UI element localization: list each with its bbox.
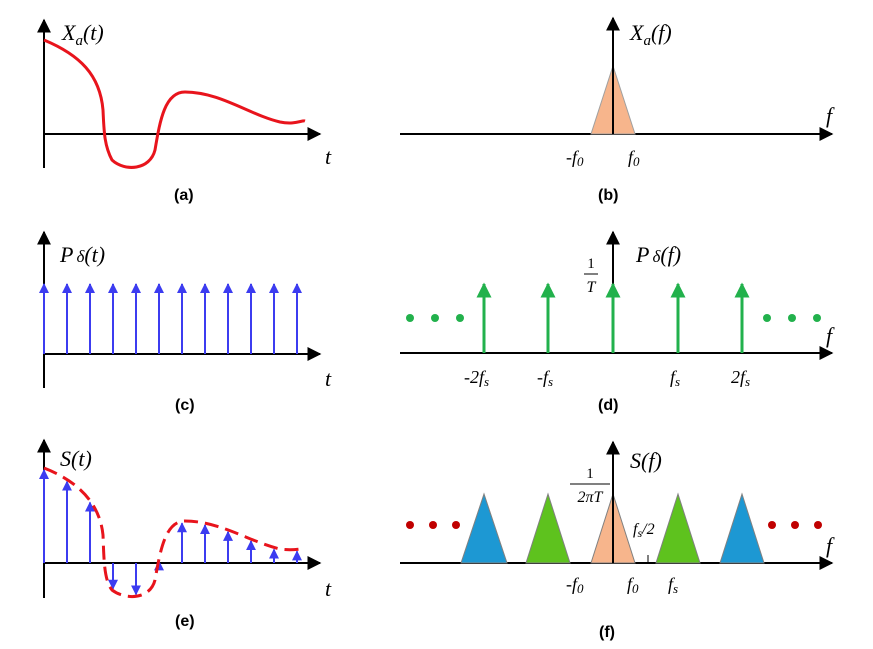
continuation-dots-right-f <box>768 521 822 529</box>
svg-text:2πT: 2πT <box>578 489 604 506</box>
panel-c-caption: (c) <box>175 397 195 414</box>
tick-fs: fs <box>670 367 680 389</box>
tick-neg-f0: -f0 <box>566 147 584 169</box>
panel-e-x-label: t <box>325 576 332 601</box>
panel-a-y-label: Xa(t) <box>61 20 104 49</box>
svg-text:T: T <box>587 279 597 296</box>
svg-text:1: 1 <box>586 466 594 482</box>
svg-text:1: 1 <box>587 256 595 272</box>
panel-a-x-label: t <box>325 144 332 169</box>
half-fs-label: fs/2 <box>633 521 655 540</box>
impulse-train <box>39 283 302 354</box>
panel-b-y-label: Xa(f) <box>629 20 672 49</box>
spectral-impulses <box>476 282 750 353</box>
replica-minus-fs <box>525 492 571 564</box>
panel-e-y-label: S(t) <box>60 446 92 471</box>
tick-fs-f: fs <box>668 574 678 596</box>
tick-pos-f0: f0 <box>628 147 640 169</box>
replica-2fs <box>719 492 765 564</box>
panel-b: Xa(f) f -f0 f0 (b) <box>400 16 835 204</box>
panel-e: S(t) t (e) <box>37 438 332 630</box>
panel-b-x-label: f <box>826 103 835 128</box>
tick-2fs: 2fs <box>731 367 750 389</box>
panel-d-x-label: f <box>826 323 835 348</box>
panel-d-caption: (d) <box>598 397 618 414</box>
panel-c-x-label: t <box>325 366 332 391</box>
sampled-impulses <box>39 469 302 596</box>
panel-a: Xa(t) t (a) <box>37 18 332 204</box>
panel-b-caption: (b) <box>598 187 618 204</box>
continuation-dots-left-f <box>406 521 460 529</box>
panel-f-caption: (f) <box>599 624 615 641</box>
tick-minus-fs: -fs <box>537 367 553 389</box>
replica-height-fraction: 1 2πT <box>570 466 610 506</box>
panel-f: 1 2πT S(f) f fs/2 -f0 f0 fs (f) <box>400 440 835 641</box>
panel-e-caption: (e) <box>175 613 195 630</box>
continuation-dots-right <box>763 314 821 322</box>
continuous-signal-curve <box>43 38 306 169</box>
continuation-dots-left <box>406 314 464 322</box>
sampled-envelope-dashed <box>43 466 306 599</box>
panel-f-x-label: f <box>826 533 835 558</box>
panel-f-y-label: S(f) <box>630 448 662 473</box>
replica-minus-2fs <box>460 492 508 564</box>
tick-neg-f0-f: -f0 <box>566 574 584 596</box>
panel-a-caption: (a) <box>174 187 194 204</box>
tick-minus-2fs: -2fs <box>464 367 489 389</box>
tick-pos-f0-f: f0 <box>627 574 639 596</box>
replica-fs <box>655 492 701 564</box>
impulse-height-fraction: 1 T <box>584 256 598 296</box>
